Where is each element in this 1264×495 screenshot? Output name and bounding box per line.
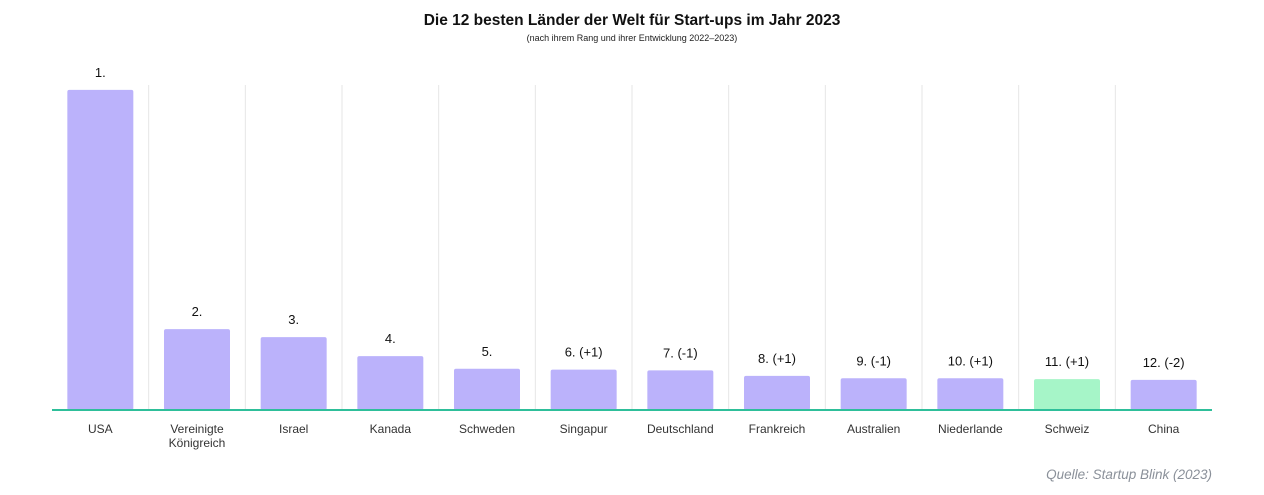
bar-kanada bbox=[357, 356, 424, 410]
data-label: 11. (+1) bbox=[1045, 354, 1089, 369]
data-label: 5. bbox=[482, 344, 493, 359]
data-label: 9. (-1) bbox=[856, 353, 891, 368]
data-label: 8. (+1) bbox=[758, 351, 796, 366]
category-label: Schweiz bbox=[1045, 422, 1090, 436]
bar-usa bbox=[67, 89, 134, 410]
category-label: Israel bbox=[279, 422, 308, 436]
category-label: Königreich bbox=[169, 436, 226, 450]
category-label: Kanada bbox=[370, 422, 412, 436]
bar-frankreich bbox=[744, 375, 810, 410]
category-label: Frankreich bbox=[749, 422, 806, 436]
bar-singapur bbox=[550, 369, 617, 410]
category-label: Niederlande bbox=[938, 422, 1003, 436]
bar-niederlande bbox=[937, 378, 1004, 410]
data-label: 4. bbox=[385, 331, 396, 346]
category-label: Australien bbox=[847, 422, 900, 436]
category-label: Singapur bbox=[560, 422, 608, 436]
bar-deutschland bbox=[647, 370, 714, 410]
bar-schweden bbox=[454, 368, 520, 410]
category-label: USA bbox=[88, 422, 113, 436]
bar-schweiz bbox=[1034, 379, 1100, 410]
bar-australien bbox=[840, 378, 907, 410]
chart-title: Die 12 besten Länder der Welt für Start-… bbox=[423, 12, 841, 29]
source-note: Quelle: Startup Blink (2023) bbox=[1046, 467, 1212, 482]
chart-subtitle: (nach ihrem Rang und ihrer Entwicklung 2… bbox=[526, 33, 738, 43]
data-label: 2. bbox=[192, 304, 203, 319]
category-label: Schweden bbox=[459, 422, 515, 436]
category-label: Deutschland bbox=[647, 422, 714, 436]
category-label: Vereinigte bbox=[170, 422, 224, 436]
data-label: 3. bbox=[288, 312, 299, 327]
category-label: China bbox=[1148, 422, 1180, 436]
data-label: 10. (+1) bbox=[948, 353, 993, 368]
data-label: 1. bbox=[95, 65, 106, 80]
bar-china bbox=[1130, 379, 1197, 410]
bar-israel bbox=[260, 337, 327, 410]
data-label: 6. (+1) bbox=[565, 345, 603, 360]
data-label: 7. (-1) bbox=[663, 345, 698, 360]
bar-vereinigte-königreich bbox=[164, 329, 230, 410]
data-label: 12. (-2) bbox=[1143, 355, 1185, 370]
